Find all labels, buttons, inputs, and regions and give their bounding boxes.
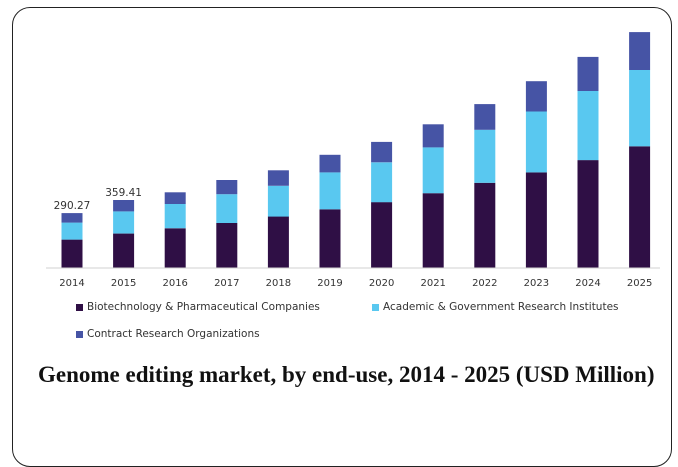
bar-2022-cro [474, 104, 496, 130]
bar-2019-biotech [319, 209, 341, 268]
bar-2015-cro [113, 200, 135, 212]
bar-2014-biotech [61, 239, 83, 268]
bar-2018-biotech [267, 216, 289, 268]
x-tick-2017: 2017 [214, 278, 239, 289]
bar-2014-cro [61, 213, 83, 223]
x-tick-2014: 2014 [59, 278, 84, 289]
bar-2025-academic [629, 70, 651, 147]
bar-2021-cro [422, 124, 444, 148]
bar-2017-academic [216, 194, 238, 223]
bar-2021-academic [422, 147, 444, 194]
bar-2023-academic [525, 111, 547, 173]
legend-label-biotech: Biotechnology & Pharmaceutical Companies [87, 301, 320, 313]
x-tick-2023: 2023 [524, 278, 549, 289]
legend-label-academic: Academic & Government Research Institute… [383, 301, 619, 313]
bar-2015-academic [113, 211, 135, 234]
legend-swatch-cro [76, 330, 83, 338]
bar-2015-biotech [113, 233, 135, 268]
stacked-bar-chart: 2014 2015 2016 2017 2018 2019 2020 2021 2022 2023… [46, 32, 660, 289]
bar-2020-cro [371, 141, 393, 163]
legend-swatch-biotech [76, 303, 83, 311]
bar-2020-biotech [371, 202, 393, 268]
legend-swatch-academic [372, 303, 379, 311]
bar-2017-cro [216, 180, 238, 195]
bar-2025-cro [629, 32, 651, 70]
bar-2022-biotech [474, 182, 496, 268]
bar-2024-academic [577, 91, 599, 161]
bar-2016-biotech [164, 228, 186, 269]
bar-2023-cro [525, 81, 547, 112]
x-tick-2019: 2019 [317, 278, 342, 289]
x-tick-2020: 2020 [369, 278, 394, 289]
bar-2025-biotech [629, 146, 651, 268]
bar-2018-cro [267, 170, 289, 186]
legend-label-cro: Contract Research Organizations [87, 328, 260, 340]
x-tick-2021: 2021 [420, 278, 445, 289]
x-tick-2016: 2016 [162, 278, 187, 289]
x-tick-2018: 2018 [266, 278, 291, 289]
x-tick-labels: 2014 2015 2016 2017 2018 2019 2020 2021 2022 2023… [59, 278, 652, 289]
bar-2019-academic [319, 172, 341, 210]
x-tick-2015: 2015 [111, 278, 136, 289]
bar-2016-cro [164, 192, 186, 204]
bars-layer [61, 32, 651, 269]
legend-item-biotech: Biotechnology & Pharmaceutical Companies [76, 301, 320, 313]
legend-item-academic: Academic & Government Research Institute… [372, 301, 619, 313]
data-label-2014: 290.27 [54, 200, 91, 212]
chart-title: Genome editing market, by end-use, 2014 … [38, 362, 655, 387]
bar-2020-academic [371, 162, 393, 203]
x-tick-2025: 2025 [627, 278, 652, 289]
x-tick-2022: 2022 [472, 278, 497, 289]
legend-item-cro: Contract Research Organizations [76, 328, 260, 340]
bar-2018-academic [267, 185, 289, 217]
x-tick-2024: 2024 [575, 278, 600, 289]
bar-2022-academic [474, 129, 496, 183]
bar-2016-academic [164, 204, 186, 229]
bar-2014-academic [61, 222, 83, 240]
data-labels: 290.27 359.41 [54, 187, 142, 212]
bar-2021-biotech [422, 193, 444, 268]
data-label-2015: 359.41 [105, 187, 142, 199]
bar-2017-biotech [216, 222, 238, 268]
bar-2024-cro [577, 56, 599, 91]
bar-2019-cro [319, 154, 341, 173]
bar-2023-biotech [525, 172, 547, 268]
bar-2024-biotech [577, 160, 599, 268]
